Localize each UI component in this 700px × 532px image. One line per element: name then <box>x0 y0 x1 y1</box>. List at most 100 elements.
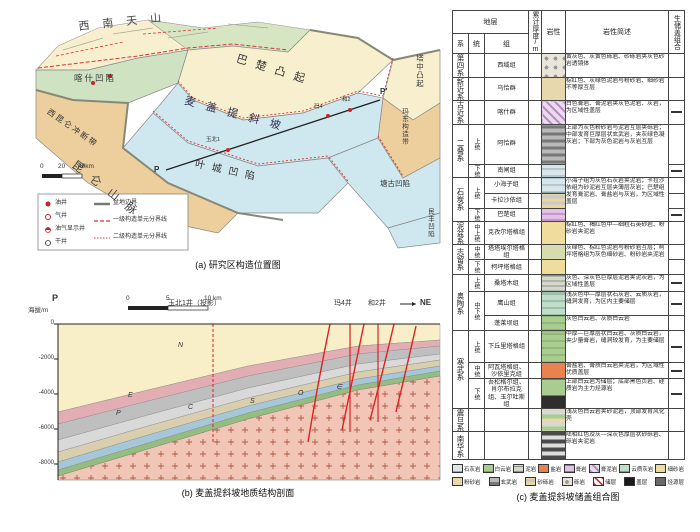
well-label-he2: 和2井 <box>368 300 386 307</box>
thickness-cell <box>528 176 542 194</box>
combo-cell <box>668 192 685 209</box>
lithology-pattern <box>541 123 566 165</box>
system-cell: 新近系 <box>452 76 469 101</box>
description-cell: 小海子组为灰色石灰岩夹泥岩；卡拉沙依组为砂泥岩互层夹薄层灰岩；巴楚组发育膏泥岩、… <box>565 176 669 222</box>
system-cell: 泥盆系 <box>452 220 469 245</box>
lithology-pattern <box>541 53 566 78</box>
legend-swatch-src <box>655 477 667 487</box>
legend-label: 砾岩 <box>573 479 585 486</box>
section-start-label: P <box>154 165 160 174</box>
stratum-label-P: P <box>116 410 121 417</box>
combo-cell <box>668 291 685 317</box>
legend-label: 石灰岩 <box>464 466 481 473</box>
strat-row: 下统 吾松格尔组、肖尔布拉克组、玉尔吐斯组 上部白云岩为储层；底部黑色页岩、硅质岩为… <box>453 378 685 409</box>
legend-label: 玄武岩 <box>500 479 518 486</box>
series-cell: 中统 <box>468 243 485 261</box>
thickness-cell <box>528 163 542 178</box>
legend-label: 盐岩 <box>550 466 562 473</box>
formation-cell: 柯坪塔格组 <box>484 259 529 276</box>
combo-cell <box>668 243 685 261</box>
tectonic-map-svg <box>35 19 441 251</box>
system-cell: 古近系 <box>452 100 469 125</box>
strat-row: 奥陶系 上统 桑塔木组 灰色、深灰色巨厚层泥岩夹泥灰岩，为区域性盖层 <box>452 274 685 332</box>
series-cell <box>468 431 485 461</box>
section-scale-10km: 10 km <box>204 295 222 302</box>
strat-row: 南华系 陆相红色及灰—深灰色厚层状砂砾岩、砾岩夹泥岩 <box>452 431 685 461</box>
legend-item: 云质灰岩 <box>619 464 653 474</box>
label-minfeng-depression: 民丰凹陷 <box>426 208 434 238</box>
description-cell: 棕红色、灰绿色泥岩与粉砂岩、细砂岩不等厚互层 <box>565 76 669 101</box>
legend-swatch-ss <box>655 464 667 474</box>
strat-row: 下统 南闸组 <box>453 163 685 178</box>
description-cell: 棕红色、褐红色中—细粒石英砂岩、粉砂岩夹泥岩 <box>565 220 669 245</box>
header-formation: 组 <box>484 33 529 54</box>
description-cell: 陆相红色及灰—深灰色厚层状砂砾岩、砾岩夹泥岩 <box>565 431 669 461</box>
strat-row: 震旦系 浅灰色白云岩夹砂泥岩，顶部发育风化壳 <box>452 407 685 433</box>
cross-section-svg <box>54 302 441 481</box>
formation-cell: 卡拉沙依组 <box>484 192 529 209</box>
strat-row: 新近系 乌恰群 棕红色、灰绿色泥岩与粉砂岩、细砂岩不等厚互层 <box>452 76 685 101</box>
system-cell: 石炭系 <box>452 176 469 222</box>
legend-item: 烃源层 <box>655 477 684 487</box>
combo-cell <box>668 207 685 222</box>
legend-item: 泥岩 <box>513 464 536 474</box>
lithology-pattern <box>541 76 566 101</box>
lithology-pattern <box>541 259 566 276</box>
caption-a: (a) 研究区构造位置图 <box>195 260 281 270</box>
thickness-cell <box>528 274 542 293</box>
combo-block-cap <box>671 282 682 285</box>
map-well-label-ma4: 玛4 <box>314 104 323 110</box>
series-cell: 下统 <box>468 259 485 276</box>
series-cell: 中上统 <box>468 220 485 245</box>
section-axis <box>54 323 440 480</box>
lithology-pattern <box>541 243 566 261</box>
formation-cell: 南闸组 <box>484 163 529 178</box>
map-scale-20: 20 <box>58 163 66 170</box>
strat-row: 下统 柯坪塔格组 <box>453 259 685 276</box>
series-cell <box>468 53 485 78</box>
thickness-cell <box>528 362 542 380</box>
legend-swatch-salt <box>538 464 550 474</box>
combo-block-res <box>671 345 682 348</box>
thickness-cell <box>528 207 542 222</box>
formation-cell <box>484 431 529 461</box>
lithology-pattern <box>541 330 566 364</box>
label-tanggu-depression: 塘古凹陷 <box>380 179 410 188</box>
formation-cell: 鹰山组 <box>484 291 529 317</box>
lithology-pattern <box>541 220 566 245</box>
ytick-8000: -8000 <box>38 460 54 466</box>
series-cell: 下统 <box>468 163 485 178</box>
legend-item: 膏岩 <box>563 464 587 474</box>
lithology-pattern <box>541 163 566 178</box>
map-well-label-yubei1: 玉北1 <box>206 137 221 143</box>
region-tianshan <box>35 19 311 71</box>
legend-swatch-ssmud <box>525 477 537 487</box>
combo-cell <box>668 362 685 380</box>
lithology-pattern <box>541 274 566 293</box>
formation-cell: 阿瓦塔格组、沙依里克组 <box>484 362 529 380</box>
thickness-cell <box>528 76 542 101</box>
legend-label: 砂砾岩 <box>537 479 554 486</box>
description-cell: 上部为灰色粉砂岩与泥岩互层夹砾岩；中部发育巨厚层状玄武岩，夹灰绿色凝灰岩；下部为… <box>565 123 669 178</box>
description-cell: 灰绿色、棕红色泥岩与粉砂岩互层；柯坪塔格组为灰色细砂岩、粉砂岩夹泥岩 <box>565 243 669 276</box>
combo-cell <box>668 176 685 194</box>
caption-b: (b) 麦盖提斜坡地质结构剖面 <box>181 488 295 498</box>
combo-cell <box>668 259 685 276</box>
legend-row: 粉砂岩 玄武岩 砂砾岩 砾岩 储层 盖层 烃源层 <box>452 477 684 487</box>
legend-label: 膏岩 <box>575 466 587 473</box>
section-wellbores <box>212 324 379 442</box>
thickness-cell <box>528 192 542 209</box>
lithology-pattern <box>541 100 566 125</box>
thickness-cell <box>528 53 542 78</box>
thickness-cell <box>528 259 542 276</box>
legend-item: 白云岩 <box>482 464 511 474</box>
strat-row: 蓬莱坝组 灰色白云岩、灰质白云岩 <box>453 315 685 332</box>
system-cell: 震旦系 <box>452 407 469 433</box>
description-cell: 白色膏岩、膏泥岩夹灰色泥岩、灰岩，为区域性盖层 <box>565 100 669 125</box>
legend-item: 盖层 <box>624 477 647 487</box>
description-cell: 中厚—巨厚层状白云岩、灰质白云岩，夹少量膏岩，缝洞较发育，为主要储层 <box>565 330 669 364</box>
thickness-cell <box>528 291 542 317</box>
legend-item: 盐岩 <box>538 464 562 474</box>
series-cell <box>468 100 485 125</box>
combo-cell <box>668 123 685 165</box>
